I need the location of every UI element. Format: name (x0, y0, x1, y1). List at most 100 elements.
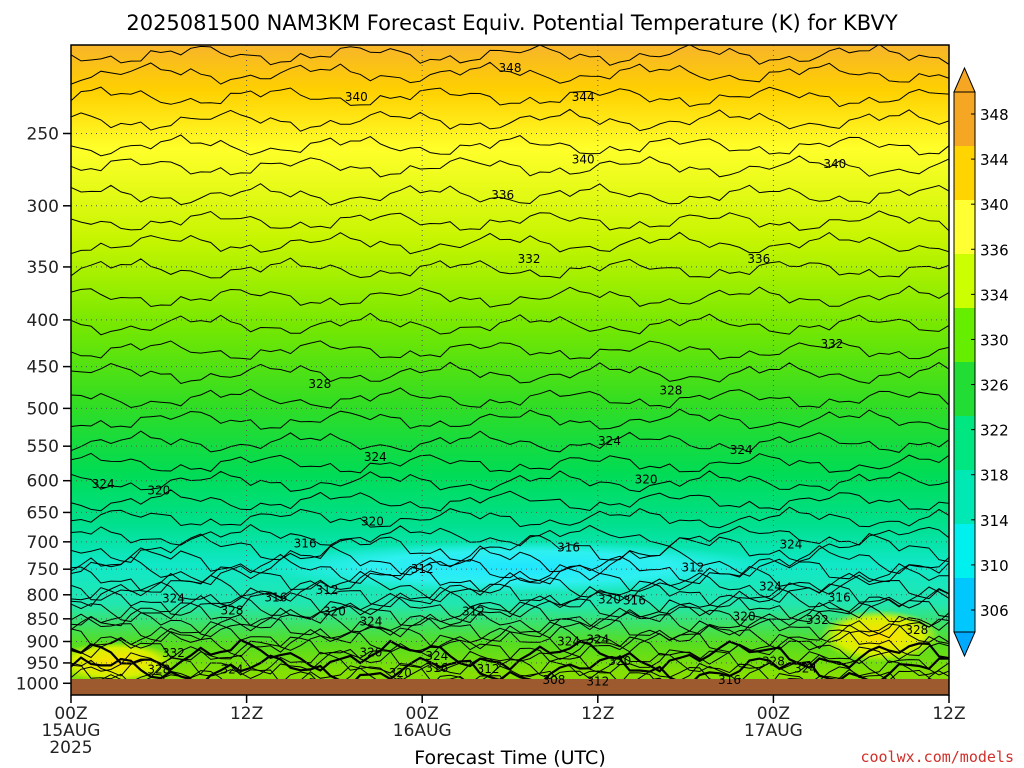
contour-label: 316 (425, 661, 448, 675)
contour-label: 320 (323, 604, 346, 618)
contour-line (71, 210, 949, 232)
contour-line (71, 599, 949, 631)
contour-label: 328 (147, 663, 170, 677)
contour-label: 344 (572, 90, 595, 104)
contour-lines (71, 45, 949, 695)
contour-line (71, 553, 949, 586)
contour-label: 324 (586, 632, 609, 646)
contour-line (71, 452, 949, 474)
x-tick-label: 12Z (932, 704, 965, 724)
contour-label: 328 (905, 623, 928, 637)
contour-line (71, 650, 949, 683)
contour-line (71, 134, 949, 157)
colorbar-tick-label: 348 (980, 106, 1009, 124)
contour-line (71, 506, 949, 529)
contour-label: 320 (147, 483, 170, 497)
contour-line (71, 387, 949, 409)
contour-label: 324 (162, 592, 185, 606)
contour-label: 328 (308, 377, 331, 391)
contour-label: 320 (389, 666, 412, 680)
contour-label: 324 (425, 649, 448, 663)
colorbar-frame (953, 91, 976, 633)
contour-line (71, 340, 949, 360)
contour-line (71, 592, 949, 624)
x-tick-label: 2025 (49, 738, 92, 758)
contour-label: 312 (477, 662, 500, 676)
contour-line (71, 45, 949, 66)
contour-line (71, 312, 949, 336)
x-tick-label: 00Z (54, 704, 87, 724)
colorbar-top-arrow (953, 66, 976, 93)
contour-label: 320 (361, 514, 384, 528)
contour-label: 320 (360, 645, 383, 659)
colorbar-segment (954, 470, 975, 524)
x-tick-label: 00Z (406, 704, 439, 724)
contour-label: 312 (586, 674, 609, 688)
contour-line (71, 285, 949, 308)
x-tick-label: 15AUG (42, 721, 101, 741)
warm-surface-patch-2 (820, 610, 940, 662)
contour-line (71, 489, 949, 512)
contour-label: 312 (411, 562, 434, 576)
contour-line (71, 61, 949, 85)
colorbar-tick-label: 306 (980, 602, 1009, 620)
y-tick-label: 650 (27, 503, 59, 523)
contour-label: 332 (806, 613, 829, 627)
contour-label: 320 (598, 593, 621, 607)
contour-line (71, 108, 949, 132)
contour-label: 332 (518, 252, 541, 266)
colorbar-segment (954, 362, 975, 416)
y-tick-label: 450 (27, 358, 59, 378)
colorbar-segment (954, 200, 975, 254)
x-tick-label: 16AUG (393, 721, 452, 741)
contour-line (71, 606, 949, 639)
cold-core (270, 541, 770, 593)
colorbar-bottom-arrow (953, 631, 976, 658)
colorbar-segment (954, 524, 975, 578)
y-tick-label: 350 (27, 258, 59, 278)
contour-label: 316 (557, 540, 580, 554)
contour-label: 324 (794, 662, 817, 676)
y-tick-label: 500 (27, 399, 59, 419)
chart-title: 2025081500 NAM3KM Forecast Equiv. Potent… (126, 11, 897, 35)
y-tick-label: 550 (27, 437, 59, 457)
y-tick-label: 1000 (16, 674, 59, 694)
contour-label: 312 (681, 561, 704, 575)
y-tick-label: 950 (27, 654, 59, 674)
contour-label: 332 (820, 337, 843, 351)
colorbar-tick-label: 340 (980, 196, 1009, 214)
contour-line (71, 646, 949, 677)
contour-line (71, 257, 949, 279)
contour-label: 324 (730, 443, 753, 457)
colorbar-tick-label: 318 (980, 467, 1009, 485)
contour-label: 320 (733, 609, 756, 623)
credit-link[interactable]: coolwx.com/models (860, 748, 1014, 766)
y-tick-label: 250 (27, 124, 59, 144)
y-tick-label: 400 (27, 311, 59, 331)
y-tick-label: 600 (27, 472, 59, 492)
colorbar-segment (954, 254, 975, 308)
contour-label: 340 (345, 90, 368, 104)
contour-line (71, 361, 949, 385)
y-tick-label: 700 (27, 533, 59, 553)
grid-lines (71, 45, 949, 695)
contour-line (71, 155, 949, 178)
colorbar-segment (954, 578, 975, 632)
contour-label: 324 (759, 579, 782, 593)
colorbar-tick-label: 310 (980, 557, 1009, 575)
contour-label: 324 (557, 634, 580, 648)
plot-frame (70, 44, 950, 696)
y-tick-label: 900 (27, 632, 59, 652)
contour-label: 312 (316, 583, 339, 597)
contour-label: 340 (823, 157, 846, 171)
colorbar-tick-label: 344 (980, 151, 1009, 169)
contour-line (71, 563, 949, 595)
y-tick-label: 850 (27, 610, 59, 630)
contour-label: 336 (491, 188, 514, 202)
x-axis-label: Forecast Time (UTC) (414, 747, 605, 768)
contour-label: 348 (499, 61, 522, 75)
contour-line (71, 626, 949, 659)
contour-label: 328 (762, 654, 785, 668)
